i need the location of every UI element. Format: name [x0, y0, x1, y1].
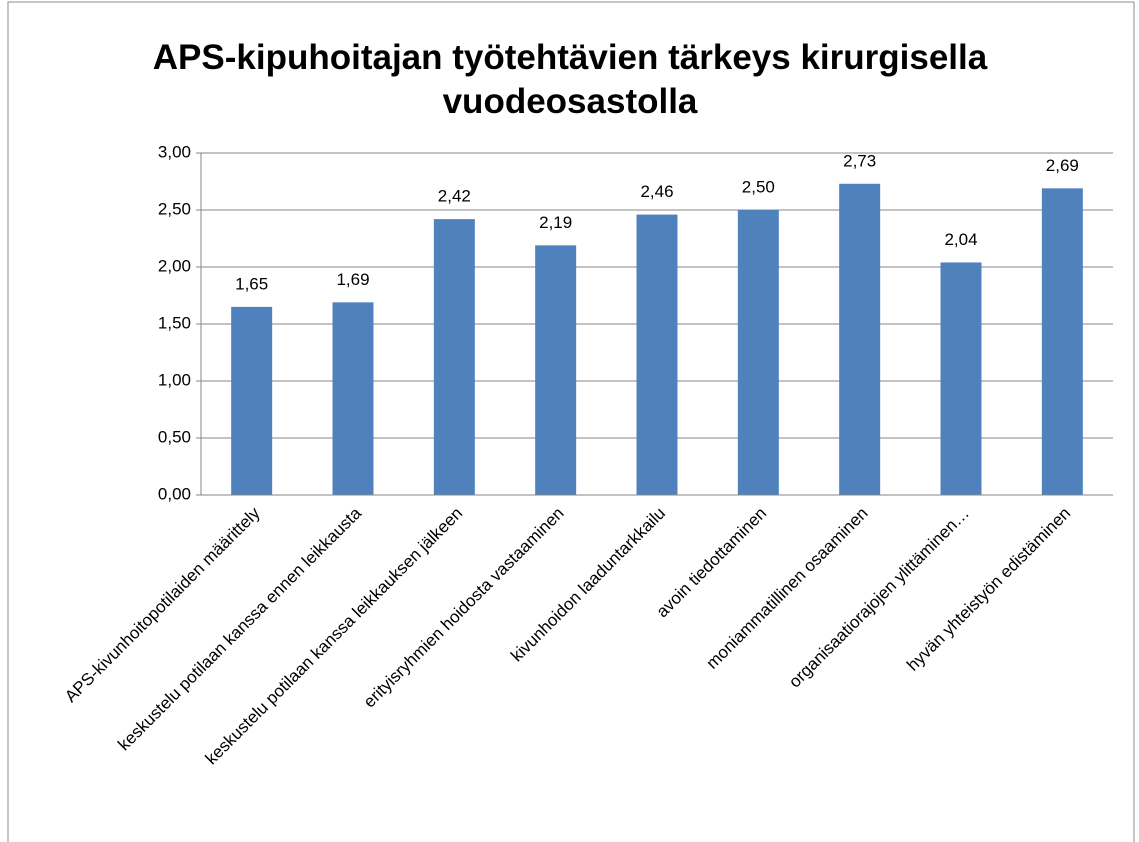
y-tick-label: 0,50	[158, 427, 191, 446]
y-tick-label: 3,00	[158, 142, 191, 161]
x-tick-label: organisaatiorajojen ylittäminen…	[785, 504, 973, 692]
y-tick-label: 0,00	[158, 484, 191, 503]
y-tick-label: 1,00	[158, 370, 191, 389]
value-label: 1,65	[235, 274, 268, 293]
x-tick-label: avoin tiedottaminen	[653, 504, 771, 622]
bar	[231, 306, 273, 495]
value-label: 2,19	[539, 213, 572, 232]
value-label: 1,69	[336, 270, 369, 289]
bar	[737, 210, 779, 495]
y-tick-label: 2,50	[158, 199, 191, 218]
value-label: 2,73	[843, 151, 876, 170]
bar	[636, 214, 678, 495]
chart-frame	[7, 1, 1135, 842]
x-tick-label: moniammatillinen osaaminen	[703, 504, 872, 673]
bar	[839, 183, 881, 495]
value-label: 2,42	[438, 187, 471, 206]
y-tick-label: 2,00	[158, 256, 191, 275]
value-label: 2,04	[944, 230, 977, 249]
x-tick-label: hyvän yhteistyön edistäminen	[903, 504, 1074, 675]
bar	[1041, 188, 1083, 495]
x-tick-label: APS-kivunhoitopotilaiden määrittely	[61, 503, 264, 706]
value-label: 2,69	[1046, 156, 1079, 175]
value-label: 2,46	[640, 182, 673, 201]
bar	[535, 245, 577, 495]
bar	[940, 262, 982, 495]
y-tick-label: 1,50	[158, 313, 191, 332]
x-tick-label: erityisryhmien hoidosta vastaaminen	[360, 504, 568, 712]
bar	[332, 302, 374, 495]
value-label: 2,50	[742, 177, 775, 196]
chart-title: APS-kipuhoitajan työtehtävien tärkeys ki…	[152, 38, 988, 121]
bar	[433, 219, 475, 495]
